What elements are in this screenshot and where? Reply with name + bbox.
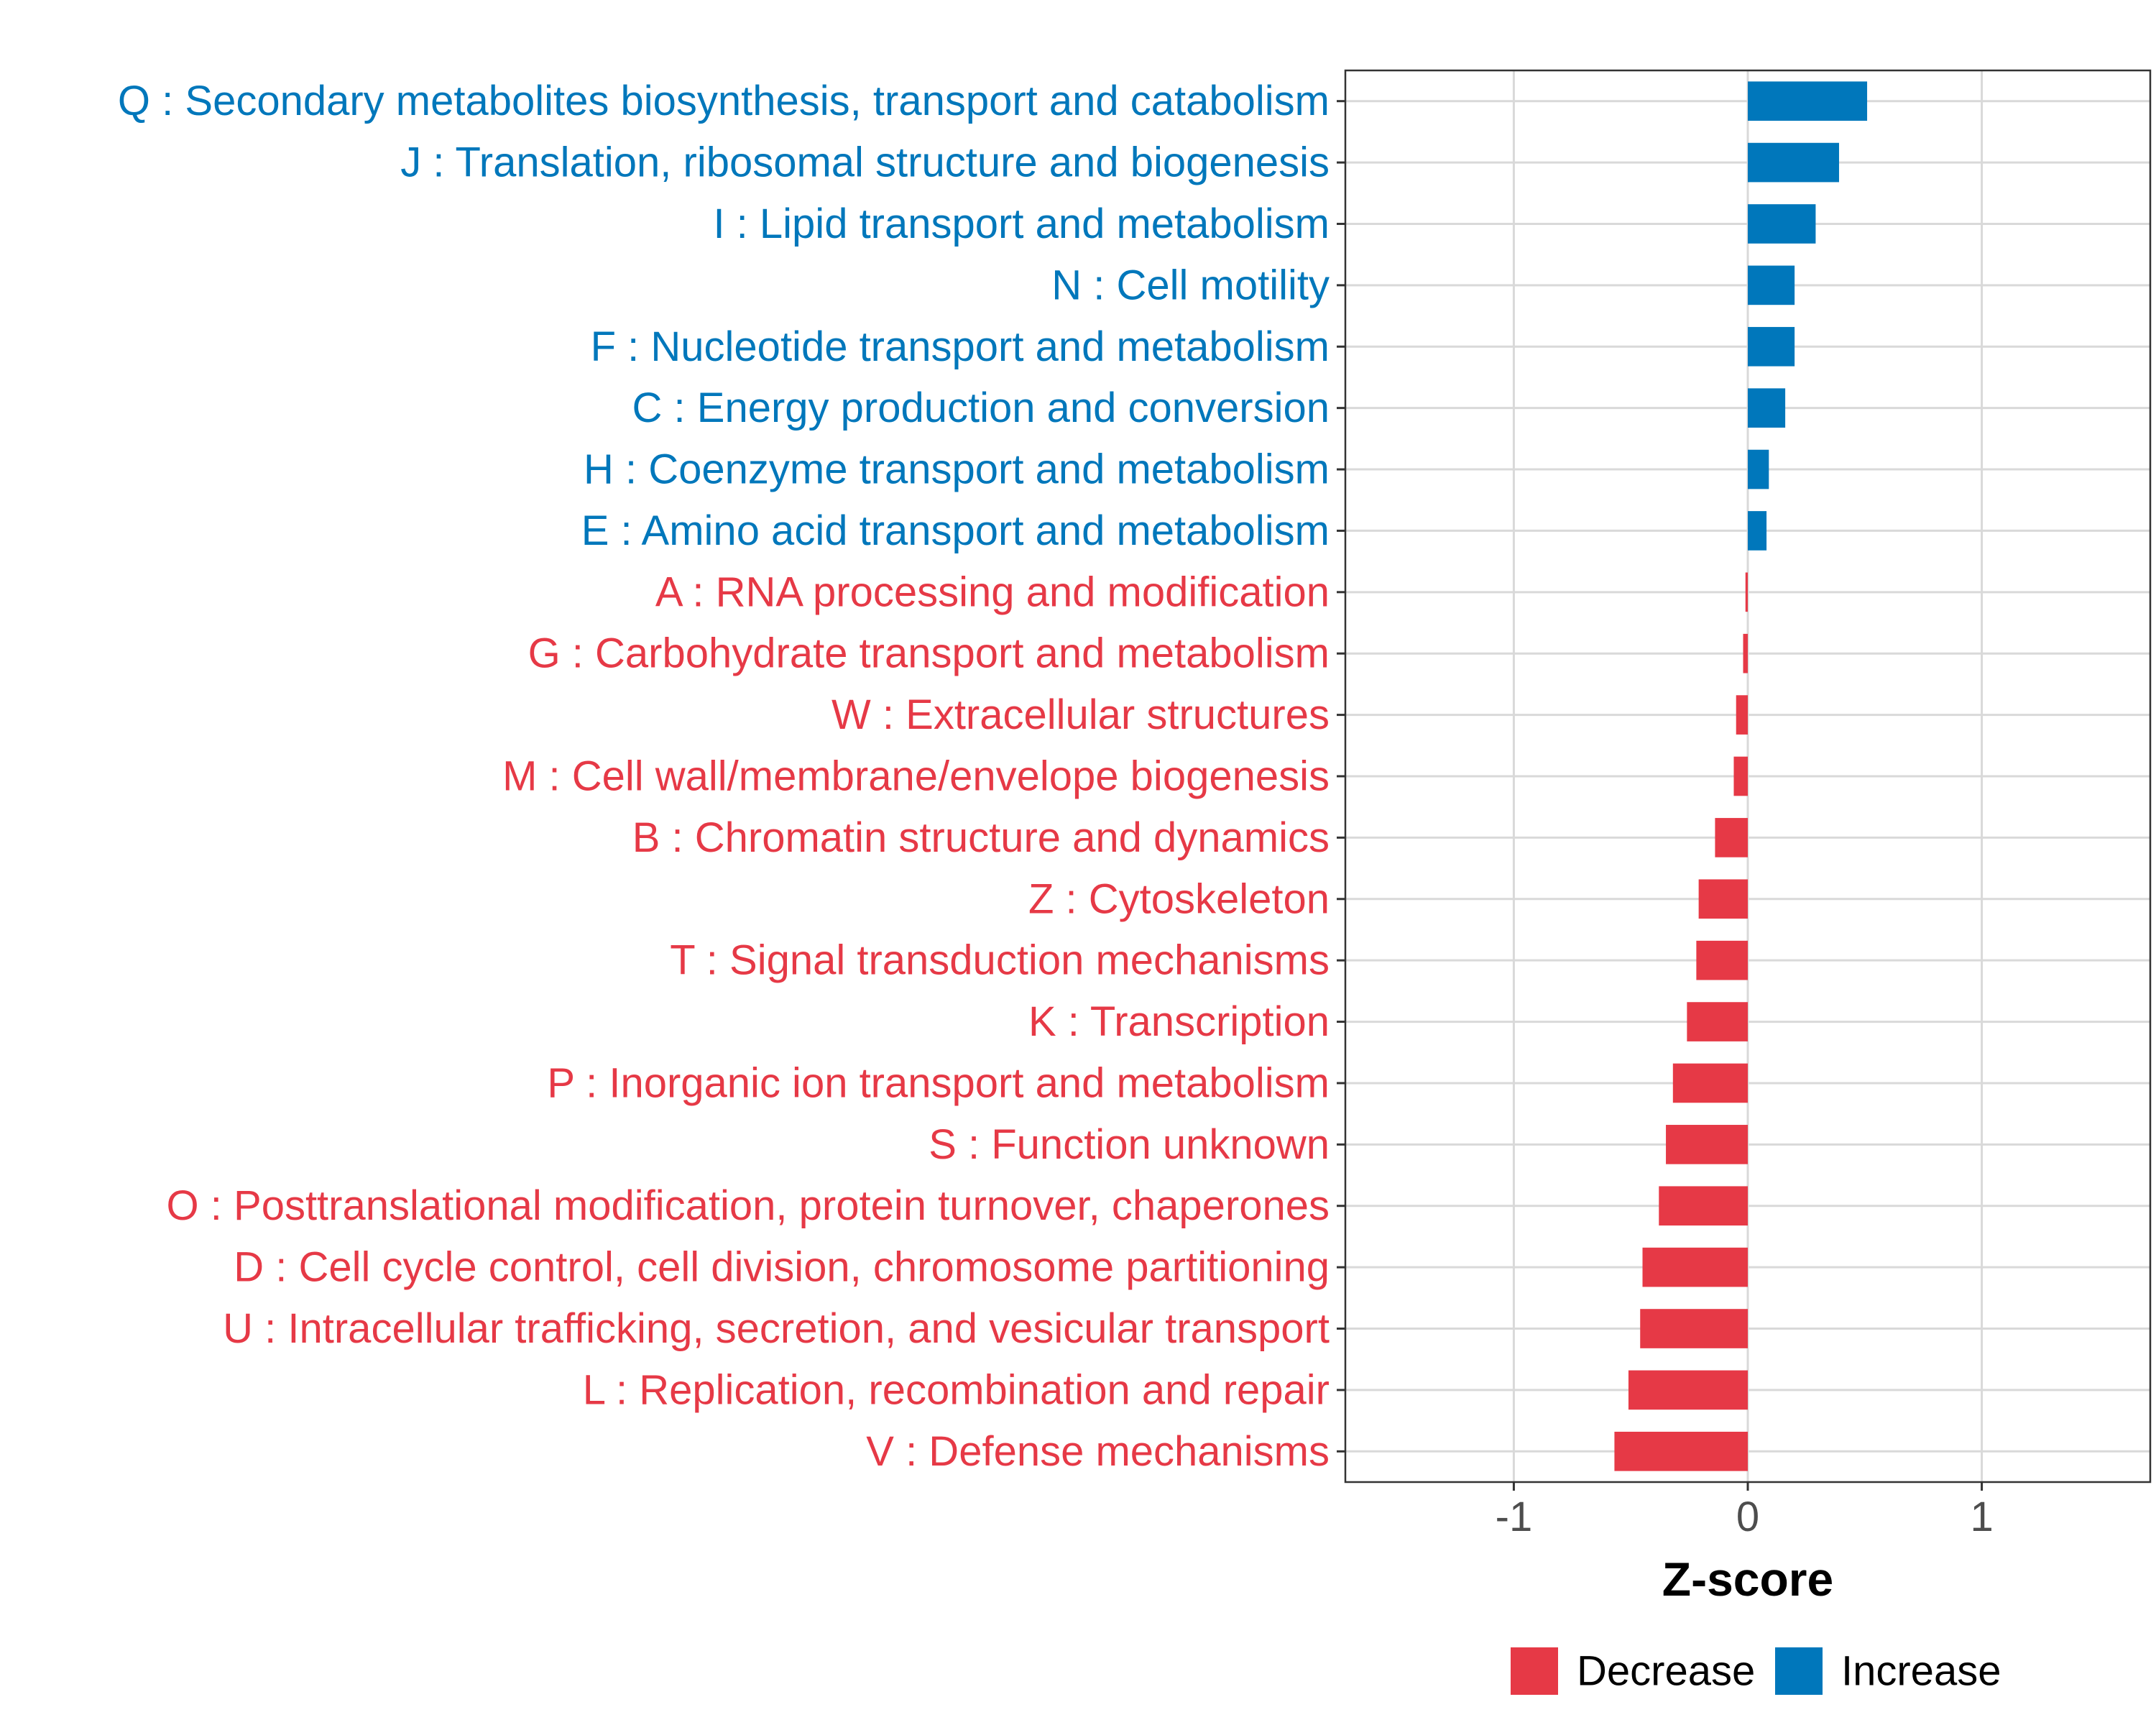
legend-label: Increase <box>1841 1648 2001 1695</box>
bar <box>1748 511 1767 551</box>
y-tick-label: M : Cell wall/membrane/envelope biogenes… <box>502 753 1330 800</box>
y-tick-label: G : Carbohydrate transport and metabolis… <box>528 630 1330 677</box>
x-tick-label: 1 <box>1970 1494 1993 1540</box>
bar <box>1666 1125 1748 1164</box>
y-tick-label: I : Lipid transport and metabolism <box>713 201 1330 247</box>
legend: Decrease Increase <box>1511 1647 2001 1695</box>
bar <box>1748 449 1769 489</box>
legend-label: Decrease <box>1577 1648 1755 1695</box>
bar <box>1736 695 1748 735</box>
bar <box>1614 1431 1748 1471</box>
bars <box>1614 81 1868 1471</box>
bar <box>1628 1370 1748 1410</box>
legend-key-decrease <box>1511 1647 1558 1695</box>
bar <box>1640 1309 1748 1348</box>
bar <box>1672 1063 1748 1103</box>
legend-key-increase <box>1775 1647 1823 1695</box>
bar <box>1743 633 1748 673</box>
bar <box>1748 326 1795 367</box>
y-tick-label: W : Extracellular structures <box>831 691 1330 738</box>
y-tick-label: C : Energy production and conversion <box>632 385 1330 431</box>
y-tick-label: Z : Cytoskeleton <box>1028 875 1330 922</box>
bar <box>1659 1186 1748 1226</box>
y-tick-label: O : Posttranslational modification, prot… <box>167 1182 1330 1229</box>
y-tick-label: J : Translation, ribosomal structure and… <box>400 139 1330 186</box>
y-tick-label: D : Cell cycle control, cell division, c… <box>234 1244 1330 1291</box>
y-tick-label: U : Intracellular trafficking, secretion… <box>223 1305 1330 1352</box>
y-tick-label: V : Defense mechanisms <box>866 1428 1330 1475</box>
y-tick-label: Q : Secondary metabolites biosynthesis, … <box>118 78 1330 124</box>
bar <box>1748 265 1795 305</box>
y-tick-label: N : Cell motility <box>1051 262 1330 308</box>
y-tick-label: K : Transcription <box>1028 998 1330 1045</box>
bar <box>1733 756 1748 796</box>
x-tick-label: -1 <box>1496 1494 1533 1540</box>
x-tick-label: 0 <box>1736 1494 1759 1540</box>
x-axis: -1 0 1 <box>1496 1482 1994 1540</box>
y-tick-label: A : RNA processing and modification <box>655 569 1330 615</box>
bar <box>1748 81 1868 121</box>
bar <box>1696 940 1748 980</box>
y-tick-label: T : Signal transduction mechanisms <box>670 937 1330 984</box>
y-tick-label: H : Coenzyme transport and metabolism <box>584 446 1330 493</box>
y-tick-label: B : Chromatin structure and dynamics <box>632 814 1330 861</box>
x-axis-title: Z-score <box>1662 1552 1833 1606</box>
y-tick-label: P : Inorganic ion transport and metaboli… <box>547 1059 1330 1106</box>
y-tick-label: F : Nucleotide transport and metabolism <box>591 323 1330 370</box>
y-tick-label: S : Function unknown <box>929 1121 1330 1168</box>
bar <box>1748 388 1786 428</box>
bar <box>1642 1247 1748 1287</box>
y-axis: Q : Secondary metabolites biosynthesis, … <box>118 78 1345 1475</box>
bar <box>1687 1002 1748 1041</box>
bar <box>1698 879 1748 919</box>
bar <box>1715 818 1748 857</box>
bar <box>1745 572 1748 612</box>
bar <box>1748 142 1839 183</box>
y-tick-label: E : Amino acid transport and metabolism <box>581 507 1330 554</box>
bar <box>1748 204 1816 244</box>
y-tick-label: L : Replication, recombination and repai… <box>583 1366 1330 1413</box>
